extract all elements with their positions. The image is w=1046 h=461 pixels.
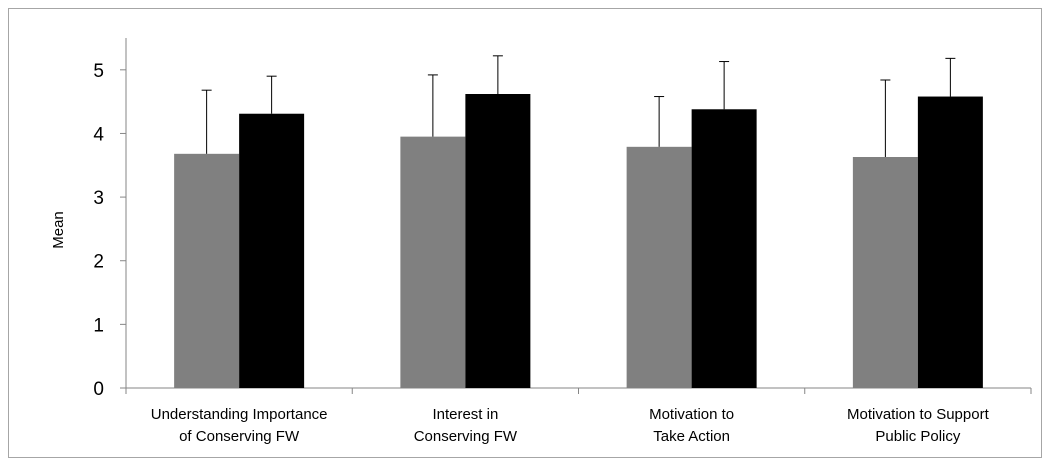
bar bbox=[465, 94, 530, 388]
category-label: Take Action bbox=[653, 428, 730, 445]
y-tick-label: 5 bbox=[93, 61, 104, 82]
category-label: Public Policy bbox=[875, 428, 961, 445]
category-label: Conserving FW bbox=[414, 428, 518, 445]
bar bbox=[853, 157, 918, 388]
bar bbox=[918, 97, 983, 388]
y-tick-label: 4 bbox=[93, 124, 104, 145]
y-tick-label: 1 bbox=[93, 315, 104, 336]
bar bbox=[692, 109, 757, 388]
category-label: Motivation to bbox=[649, 406, 734, 423]
y-axis-title: Mean bbox=[50, 211, 67, 249]
category-label: Interest in bbox=[432, 406, 498, 423]
y-tick-label: 2 bbox=[93, 252, 104, 273]
bar bbox=[174, 154, 239, 388]
bar bbox=[400, 137, 465, 388]
bar bbox=[627, 147, 692, 388]
category-label: Understanding Importance bbox=[151, 406, 328, 423]
category-label: of Conserving FW bbox=[179, 428, 300, 445]
category-label: Motivation to Support bbox=[847, 406, 990, 423]
y-tick-label: 3 bbox=[93, 188, 104, 209]
y-tick-label: 0 bbox=[93, 379, 104, 400]
bar bbox=[239, 114, 304, 388]
